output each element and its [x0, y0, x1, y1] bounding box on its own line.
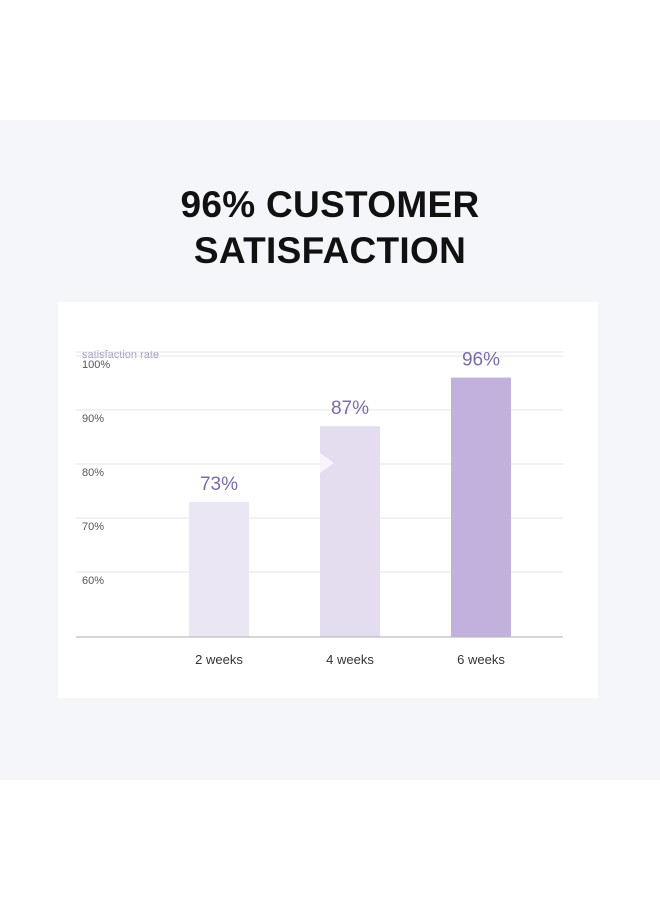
value-labels: 73% 87% 96%: [200, 350, 500, 495]
bar-6-weeks: [451, 377, 511, 637]
chart-card: satisfaction rate 60% 70% 80% 90% 100% 73% 87…: [58, 302, 598, 698]
y-tick-label-100: 100%: [82, 359, 110, 371]
y-tick-label-60: 60%: [82, 575, 104, 587]
category-label-2-weeks: 2 weeks: [195, 652, 243, 667]
headline-line-1: 96% CUSTOMER: [180, 184, 480, 225]
satisfaction-bar-chart: satisfaction rate 60%70%80%90%100% 73%87…: [76, 349, 563, 667]
category-label-4-weeks: 4 weeks: [326, 652, 374, 667]
arrow-marker-icon: [320, 453, 334, 473]
content-panel: 96% CUSTOMER SATISFACTION satisfaction r…: [0, 120, 660, 780]
y-tick-label-70: 70%: [82, 521, 104, 533]
bars: [189, 377, 511, 637]
bar-2-weeks: [189, 501, 249, 637]
value-label-2-weeks: 73%: [200, 474, 238, 495]
category-label-6-weeks: 6 weeks: [457, 652, 505, 667]
headline-line-2: SATISFACTION: [193, 230, 467, 271]
x-category-labels: 2 weeks 4 weeks 6 weeks: [195, 652, 505, 667]
y-tick-label-90: 90%: [82, 413, 104, 425]
value-label-6-weeks: 96%: [462, 350, 500, 371]
y-tick-labels: 60% 70% 80% 90% 100%: [82, 359, 110, 587]
headline: 96% CUSTOMER SATISFACTION: [0, 182, 660, 274]
y-tick-label-80: 80%: [82, 467, 104, 479]
value-label-4-weeks: 87%: [331, 398, 369, 419]
bar-4-weeks: [320, 426, 380, 637]
